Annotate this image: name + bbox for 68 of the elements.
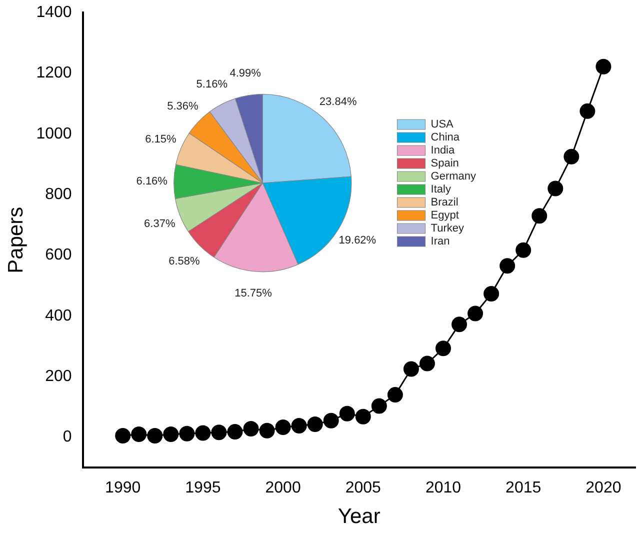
x-tick-label: 2010	[425, 480, 462, 497]
data-label: 15.75%	[234, 287, 272, 300]
point	[275, 420, 291, 436]
point	[259, 422, 275, 438]
data-label: 23.84%	[319, 96, 357, 108]
y-axis-title: Papers	[4, 206, 28, 274]
point	[403, 361, 419, 377]
point	[355, 408, 371, 424]
point	[532, 208, 548, 224]
point	[291, 418, 307, 434]
point	[163, 426, 179, 442]
data-label: 6.15%	[145, 134, 177, 146]
point	[452, 316, 468, 332]
point	[436, 340, 452, 356]
legend-label: Turkey	[430, 222, 464, 235]
data-label: 6.58%	[168, 255, 200, 268]
legend-label: Egypt	[430, 210, 459, 222]
legend-label: Italy	[430, 184, 452, 196]
point	[147, 428, 163, 444]
x-axis-title: Year	[338, 505, 380, 528]
legend-label: India	[430, 144, 456, 157]
y-tick-label: 1000	[36, 125, 72, 142]
legend-label: Iran	[430, 236, 450, 248]
legend-label: Spain	[430, 158, 459, 170]
data-label: 6.37%	[144, 218, 176, 230]
point	[580, 103, 596, 119]
point	[596, 58, 612, 74]
point	[564, 148, 580, 164]
point	[227, 424, 243, 440]
point	[307, 416, 323, 432]
point	[179, 426, 195, 442]
data-label: 5.16%	[196, 78, 228, 91]
y-tick-label: 600	[45, 246, 72, 264]
x-tick-label: 2000	[265, 480, 301, 497]
data-label: 5.36%	[167, 100, 198, 112]
y-tick-label: 1200	[36, 64, 72, 82]
legend-label: China	[430, 132, 460, 144]
point	[387, 387, 403, 403]
point	[211, 424, 227, 440]
x-tick-label: 2015	[506, 480, 542, 497]
point	[339, 406, 355, 422]
legend-label: Brazil	[430, 196, 458, 209]
point	[243, 421, 259, 437]
legend-label: Germany	[430, 170, 476, 183]
point	[371, 398, 387, 414]
y-tick-label: 1400	[36, 4, 72, 22]
point	[516, 242, 532, 258]
point	[419, 356, 435, 372]
y-tick-label: 200	[45, 368, 72, 386]
y-tick-label: 400	[45, 307, 72, 324]
x-tick-label: 2005	[345, 480, 382, 497]
data-label: 6.16%	[136, 175, 168, 188]
point	[323, 412, 339, 428]
point	[484, 286, 500, 302]
point	[500, 258, 516, 274]
point	[468, 306, 484, 322]
point	[548, 180, 564, 196]
data-label: 4.99%	[230, 68, 262, 80]
point	[195, 425, 211, 441]
x-tick-label: 1995	[185, 480, 221, 497]
legend-label: USA	[430, 118, 454, 131]
y-tick-label: 800	[45, 186, 72, 204]
x-tick-label: 2020	[586, 480, 622, 497]
point	[131, 426, 147, 442]
point	[115, 428, 131, 444]
data-label: 19.62%	[338, 234, 376, 246]
y-tick-label: 0	[62, 428, 72, 446]
x-tick-label: 1990	[105, 480, 141, 497]
